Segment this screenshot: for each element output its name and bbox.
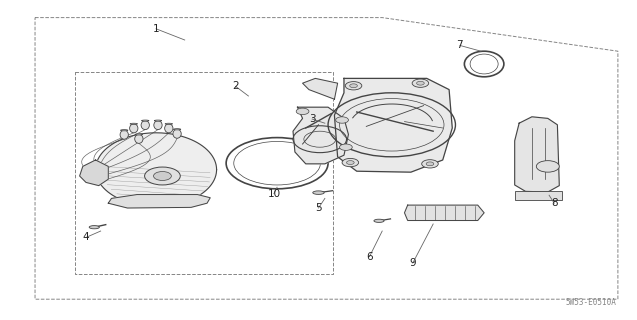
Ellipse shape xyxy=(173,129,181,130)
Text: 7: 7 xyxy=(457,40,463,51)
Ellipse shape xyxy=(135,134,143,143)
Circle shape xyxy=(342,158,359,167)
Text: 1: 1 xyxy=(153,24,159,34)
Polygon shape xyxy=(334,78,452,172)
Circle shape xyxy=(422,160,438,168)
Polygon shape xyxy=(80,160,108,186)
Text: 5W53-E0510A: 5W53-E0510A xyxy=(566,298,617,307)
Polygon shape xyxy=(303,78,338,99)
Polygon shape xyxy=(515,117,559,192)
Circle shape xyxy=(412,79,429,87)
Circle shape xyxy=(350,84,357,88)
Circle shape xyxy=(347,161,354,164)
Ellipse shape xyxy=(173,129,181,138)
Ellipse shape xyxy=(374,219,384,222)
Ellipse shape xyxy=(89,226,99,229)
Text: 3: 3 xyxy=(309,114,315,124)
Ellipse shape xyxy=(120,130,128,131)
Ellipse shape xyxy=(130,123,138,124)
Circle shape xyxy=(145,167,180,185)
Circle shape xyxy=(417,81,424,85)
Ellipse shape xyxy=(154,121,162,130)
Ellipse shape xyxy=(141,120,149,121)
Text: 5: 5 xyxy=(315,203,322,213)
Ellipse shape xyxy=(141,121,149,130)
Circle shape xyxy=(336,117,348,123)
Polygon shape xyxy=(404,205,484,220)
Circle shape xyxy=(345,82,362,90)
Ellipse shape xyxy=(154,120,162,121)
Text: 4: 4 xyxy=(83,232,89,243)
Text: 9: 9 xyxy=(410,258,416,268)
Bar xyxy=(515,191,562,200)
Circle shape xyxy=(154,172,171,180)
Circle shape xyxy=(426,162,434,166)
Ellipse shape xyxy=(313,191,324,195)
Ellipse shape xyxy=(135,134,143,135)
Ellipse shape xyxy=(164,124,173,133)
Text: 10: 10 xyxy=(268,188,280,199)
Ellipse shape xyxy=(130,124,138,133)
Circle shape xyxy=(296,108,309,115)
Polygon shape xyxy=(96,133,217,206)
Text: 8: 8 xyxy=(551,198,557,208)
Polygon shape xyxy=(108,195,210,208)
Polygon shape xyxy=(293,107,348,164)
Ellipse shape xyxy=(120,130,128,139)
Text: 6: 6 xyxy=(366,252,373,262)
Text: 2: 2 xyxy=(233,81,239,92)
Circle shape xyxy=(340,144,352,150)
Ellipse shape xyxy=(165,123,173,124)
Circle shape xyxy=(536,161,559,172)
